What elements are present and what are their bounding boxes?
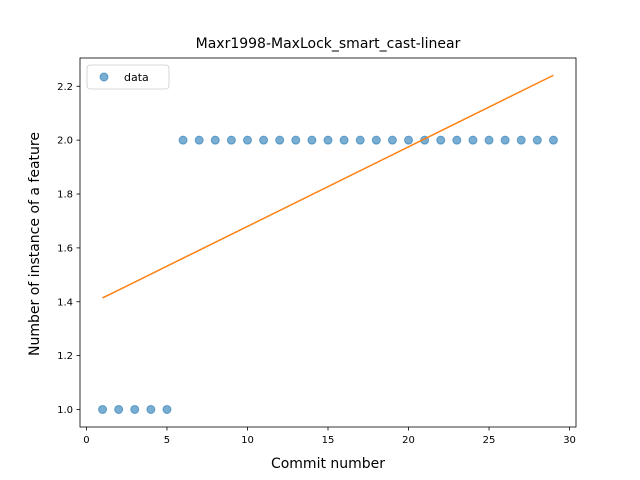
- data-point: [468, 135, 478, 145]
- x-axis-label: Commit number: [271, 456, 385, 472]
- x-tick-label: 5: [164, 435, 170, 446]
- data-point: [130, 404, 140, 414]
- y-tick-label: 1.2: [57, 351, 73, 362]
- y-tick-label: 1.8: [57, 190, 73, 201]
- y-tick-label: 2.2: [57, 82, 73, 93]
- legend-box: [86, 64, 170, 90]
- data-point: [323, 135, 333, 145]
- axes-frame: [79, 57, 577, 428]
- data-point: [210, 135, 220, 145]
- data-point: [355, 135, 365, 145]
- x-tick-label: 15: [322, 435, 335, 446]
- data-point: [162, 404, 172, 414]
- data-point: [146, 404, 156, 414]
- data-point: [194, 135, 204, 145]
- data-point: [452, 135, 462, 145]
- data-point: [291, 135, 301, 145]
- legend-marker: [99, 72, 109, 82]
- y-axis-label: Number of instance of a feature: [27, 132, 43, 356]
- data-point: [516, 135, 526, 145]
- fit-line: [102, 74, 554, 299]
- data-point: [307, 135, 317, 145]
- chart-title: Maxr1998-MaxLock_smart_cast-linear: [196, 36, 461, 52]
- y-tick-label: 1.4: [57, 297, 73, 308]
- y-tick-label: 1.0: [57, 405, 73, 416]
- data-point: [371, 135, 381, 145]
- y-tick-label: 2.0: [57, 136, 73, 147]
- data-point: [242, 135, 252, 145]
- data-point: [259, 135, 269, 145]
- data-point: [178, 135, 188, 145]
- data-point: [114, 404, 124, 414]
- legend-label: data: [124, 71, 149, 84]
- data-point: [484, 135, 494, 145]
- x-tick-label: 10: [241, 435, 254, 446]
- x-tick-label: 20: [402, 435, 415, 446]
- plot-area: 0 5 10 15 20 25 30 1.0 1.2 1.4 1.6 1.8 2.0 2.2 data: [57, 57, 577, 446]
- data-point: [387, 135, 397, 145]
- data-point: [500, 135, 510, 145]
- data-point: [436, 135, 446, 145]
- data-point: [98, 404, 108, 414]
- x-tick-label: 0: [83, 435, 89, 446]
- data-point: [226, 135, 236, 145]
- data-point: [339, 135, 349, 145]
- data-point: [532, 135, 542, 145]
- data-point: [548, 135, 558, 145]
- x-tick-label: 30: [563, 435, 576, 446]
- data-point: [275, 135, 285, 145]
- x-tick-label: 25: [483, 435, 496, 446]
- y-tick-label: 1.6: [57, 243, 73, 254]
- data-point: [404, 135, 414, 145]
